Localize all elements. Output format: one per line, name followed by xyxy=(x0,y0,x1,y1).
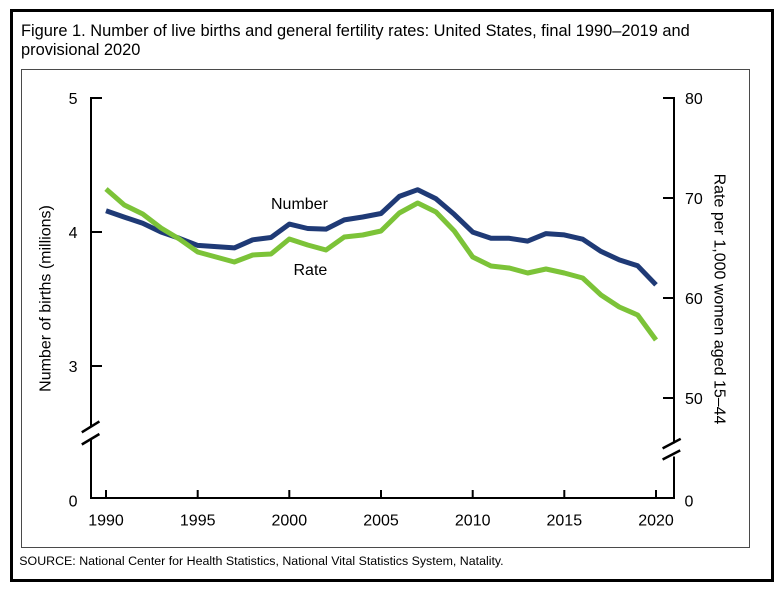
svg-text:2000: 2000 xyxy=(272,513,308,530)
svg-text:2005: 2005 xyxy=(363,513,399,530)
svg-text:70: 70 xyxy=(685,191,703,208)
svg-text:Number: Number xyxy=(271,196,329,213)
svg-text:Rate per 1,000 women aged 15–4: Rate per 1,000 women aged 15–44 xyxy=(711,174,728,425)
svg-text:80: 80 xyxy=(685,91,703,108)
svg-text:2015: 2015 xyxy=(547,513,583,530)
svg-text:0: 0 xyxy=(685,493,694,510)
svg-text:4: 4 xyxy=(69,225,78,242)
svg-text:3: 3 xyxy=(69,359,78,376)
svg-text:5: 5 xyxy=(69,91,78,108)
svg-text:2020: 2020 xyxy=(638,513,674,530)
svg-text:2010: 2010 xyxy=(455,513,491,530)
svg-text:0: 0 xyxy=(69,493,78,510)
svg-text:1995: 1995 xyxy=(180,513,216,530)
svg-text:1990: 1990 xyxy=(88,513,124,530)
svg-text:Rate: Rate xyxy=(294,262,328,279)
svg-text:50: 50 xyxy=(685,391,703,408)
svg-text:60: 60 xyxy=(685,291,703,308)
svg-text:Number of births (millions): Number of births (millions) xyxy=(38,205,55,392)
